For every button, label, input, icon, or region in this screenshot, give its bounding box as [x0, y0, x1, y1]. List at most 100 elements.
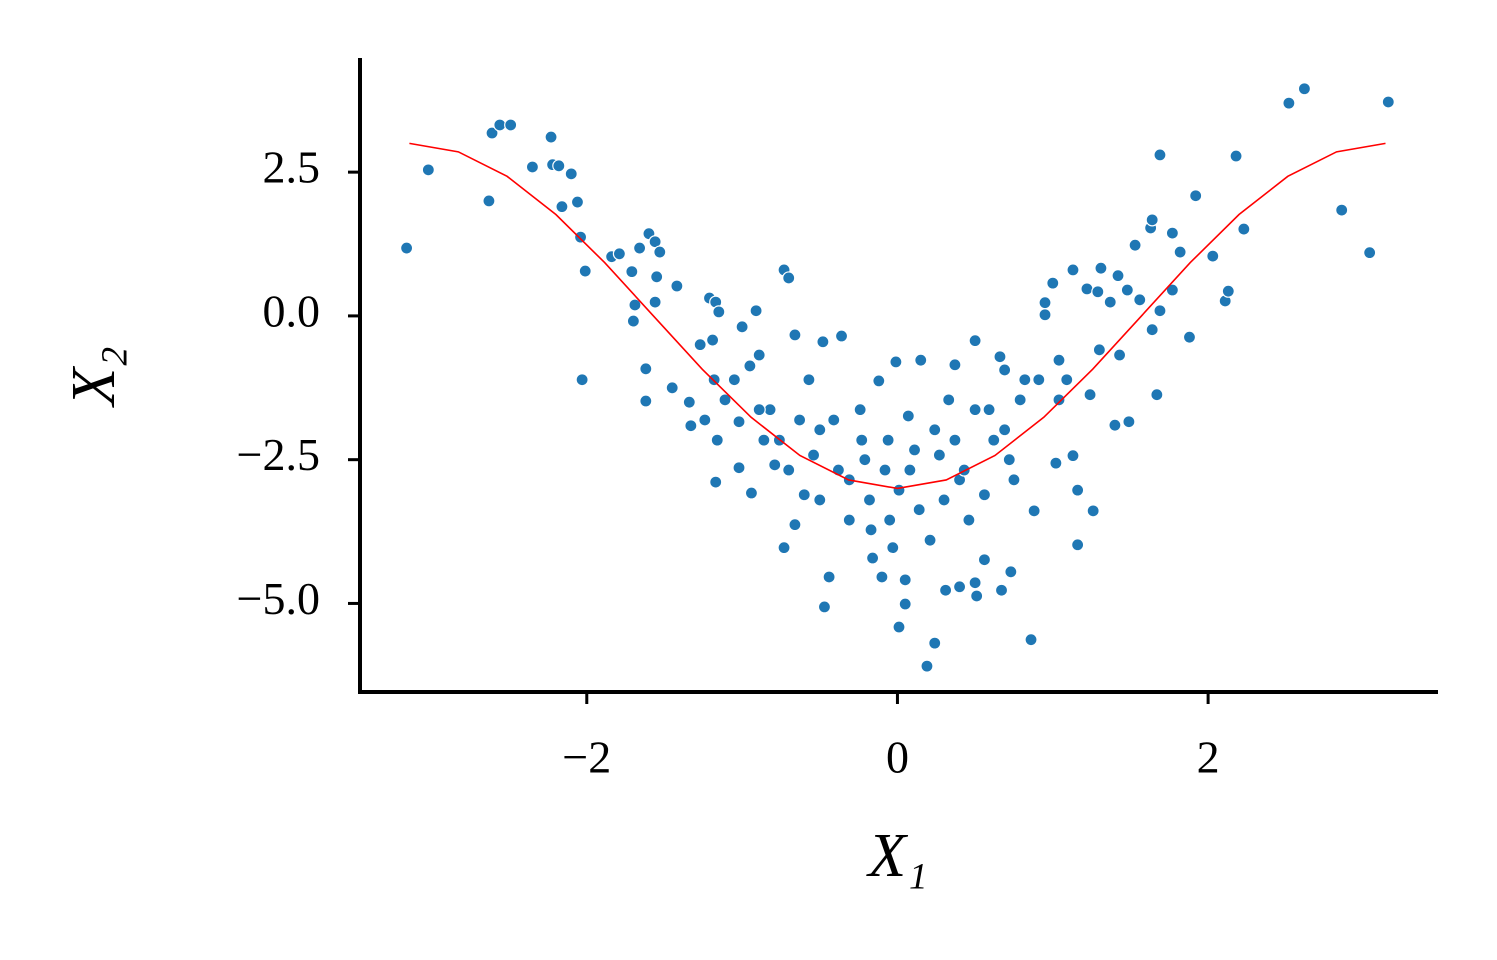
point: [482, 194, 496, 208]
point: [1094, 261, 1108, 275]
point: [977, 553, 992, 567]
point: [1049, 456, 1063, 470]
point: [693, 338, 707, 352]
point: [813, 493, 827, 507]
point: [1091, 285, 1105, 299]
y-axis-label: X₂: [60, 346, 128, 408]
point: [865, 551, 880, 565]
point: [788, 328, 802, 342]
point: [399, 241, 414, 255]
point: [855, 433, 869, 447]
point: [792, 413, 807, 427]
point: [782, 271, 796, 285]
point: [628, 298, 642, 312]
point: [570, 195, 585, 209]
point: [1363, 246, 1377, 260]
point: [1066, 263, 1080, 277]
point: [1165, 283, 1179, 297]
point: [1150, 388, 1164, 402]
point: [806, 448, 821, 462]
point: [763, 403, 777, 417]
point: [493, 118, 507, 132]
point: [485, 126, 499, 140]
point: [732, 461, 746, 475]
point: [552, 159, 566, 173]
point: [575, 373, 589, 387]
point: [817, 600, 832, 614]
point: [962, 513, 976, 527]
point: [578, 264, 592, 278]
point: [862, 493, 877, 507]
point: [883, 513, 897, 527]
point: [1145, 323, 1159, 337]
point: [650, 270, 664, 284]
point: [1173, 245, 1187, 259]
point: [1086, 504, 1100, 518]
point: [1122, 415, 1136, 429]
point: [768, 458, 782, 472]
point: [682, 395, 696, 409]
point: [555, 200, 569, 214]
point: [735, 320, 749, 334]
x-axis-label: X₁: [865, 822, 927, 890]
point: [639, 362, 653, 376]
point: [1237, 222, 1251, 236]
point: [1133, 293, 1147, 307]
point: [864, 523, 878, 537]
point: [564, 167, 578, 181]
point: [1013, 393, 1027, 407]
point: [648, 295, 662, 309]
point: [718, 393, 732, 407]
point: [968, 403, 982, 417]
point: [653, 245, 667, 259]
point: [1038, 296, 1052, 310]
point: [710, 433, 724, 447]
point: [892, 483, 906, 497]
point: [744, 486, 759, 500]
point: [1108, 418, 1122, 432]
point: [842, 513, 856, 527]
point: [525, 160, 540, 174]
point: [1002, 453, 1016, 467]
point: [1153, 148, 1167, 162]
point: [1027, 504, 1041, 518]
point: [928, 423, 942, 437]
point: [1297, 82, 1312, 96]
x-tick-label: −2: [562, 732, 611, 783]
point: [998, 363, 1012, 377]
point: [1052, 393, 1066, 407]
point: [1004, 565, 1018, 579]
point: [743, 359, 757, 373]
point: [1189, 189, 1203, 203]
point: [898, 597, 912, 611]
point: [706, 333, 720, 347]
point: [782, 463, 796, 477]
point: [834, 329, 849, 343]
point: [875, 570, 889, 584]
point: [1024, 633, 1038, 647]
point: [732, 415, 746, 429]
curve: [409, 142, 1386, 490]
point: [898, 573, 912, 587]
point: [928, 636, 942, 650]
point: [797, 488, 811, 502]
point: [1153, 304, 1167, 318]
point: [932, 448, 946, 462]
point: [881, 433, 895, 447]
point: [920, 659, 934, 673]
point: [892, 620, 906, 634]
point: [1092, 343, 1106, 357]
point: [914, 353, 928, 367]
point: [632, 241, 647, 255]
point: [802, 373, 816, 387]
point: [938, 583, 953, 597]
point: [948, 433, 962, 447]
point: [827, 413, 841, 427]
point: [684, 419, 698, 433]
point: [1229, 149, 1243, 163]
point: [665, 381, 679, 395]
point: [970, 589, 984, 603]
point: [788, 518, 802, 532]
point: [993, 350, 1007, 364]
point: [994, 583, 1009, 597]
